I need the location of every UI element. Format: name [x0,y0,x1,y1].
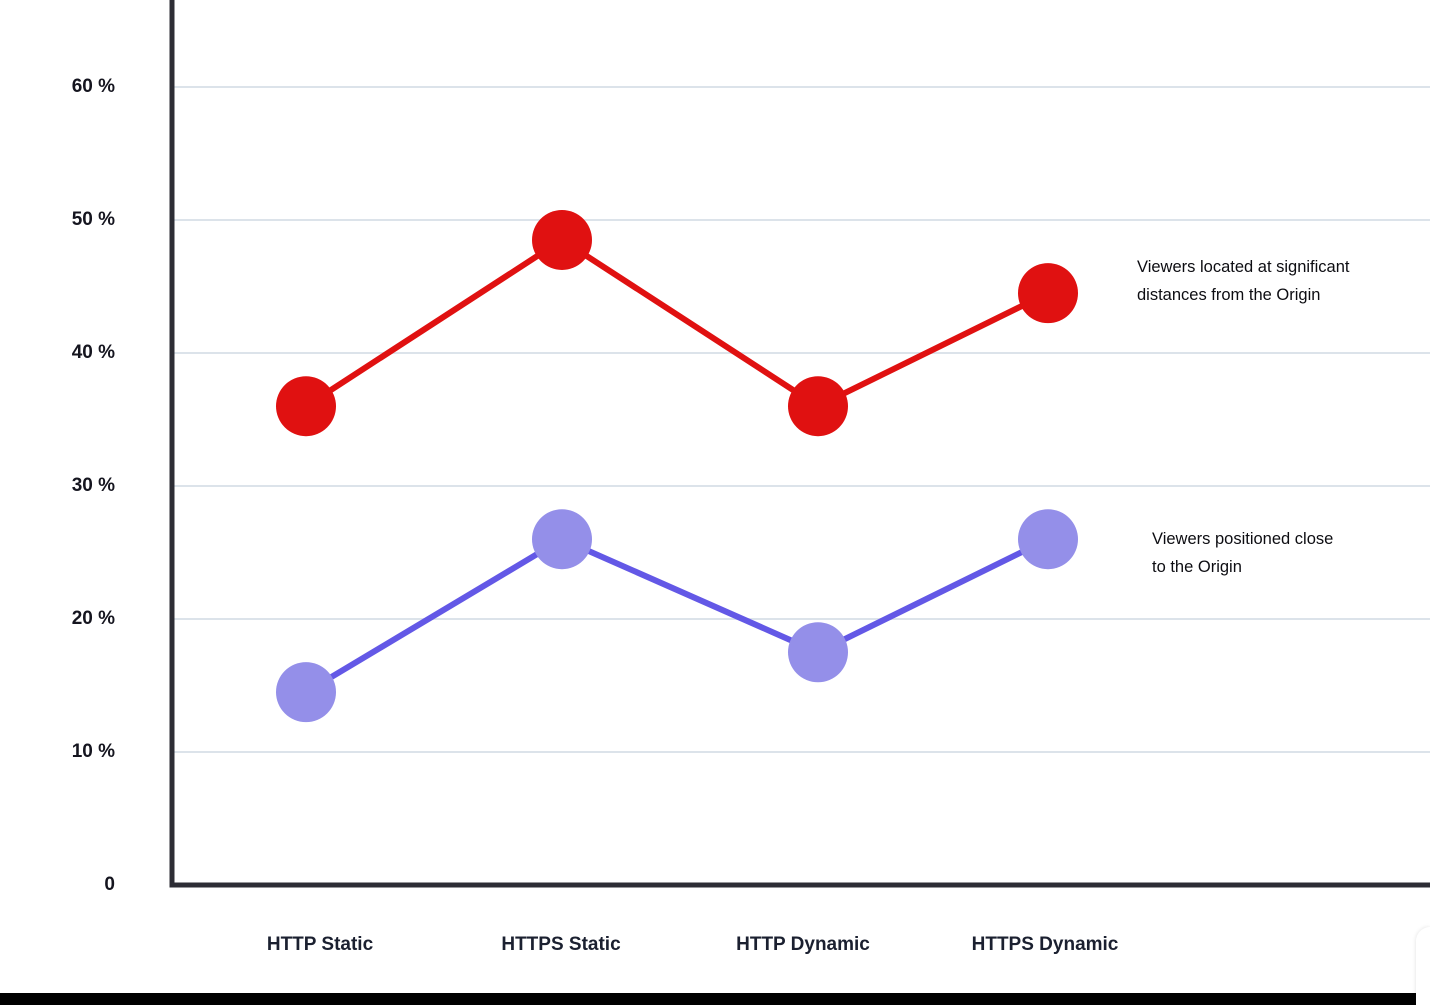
y-tick-label: 10 % [71,741,115,762]
x-category-label: HTTP Static [266,934,374,955]
x-category-label: HTTPS Dynamic [971,934,1119,955]
series-1-marker-0 [276,662,336,723]
y-tick-label: 20 % [71,608,115,629]
series-line-0 [303,236,1051,410]
series-1-marker-3 [1018,509,1078,570]
annotation-close-viewers-line1: Viewers positioned close [1152,530,1334,548]
annotation-far-viewers-line2: distances from the Origin [1137,286,1321,304]
x-category-label: HTTPS Static [501,934,621,955]
annotation-far-viewers: Viewers located at significant distances… [1137,253,1349,309]
y-tick-label: 0 [104,874,115,895]
bottom-right-rounded-corner [1416,927,1430,1005]
annotation-close-viewers-line2: to the Origin [1152,558,1242,576]
y-tick-label: 30 % [71,475,115,496]
series-0-marker-2 [788,376,848,437]
y-tick-label: 50 % [71,209,115,230]
annotation-far-viewers-line1: Viewers located at significant [1137,258,1350,276]
series-0-marker-0 [276,376,336,437]
series-line-1 [303,536,1051,696]
series-1-marker-2 [788,622,848,683]
bottom-bar [0,993,1430,1005]
y-tick-label: 40 % [71,342,115,363]
x-category-label: HTTP Dynamic [736,934,870,955]
series-0-marker-3 [1018,263,1078,324]
y-tick-label: 60 % [71,76,115,97]
annotation-close-viewers: Viewers positioned close to the Origin [1152,525,1333,581]
series-1-marker-1 [532,509,592,570]
series-0-marker-1 [532,209,592,270]
